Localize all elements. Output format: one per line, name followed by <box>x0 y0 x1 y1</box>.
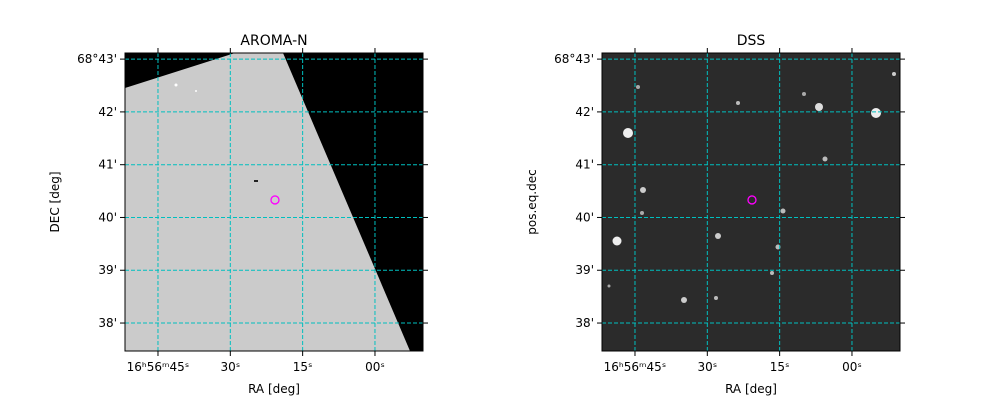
y-tick-label: 42' <box>575 105 594 119</box>
y-tick-label: 68°43' <box>77 52 117 66</box>
star <box>815 103 823 111</box>
image-blank <box>125 53 235 88</box>
image-blank <box>283 53 423 351</box>
aroma-image <box>125 53 423 351</box>
x-tick-label: 00ˢ <box>842 360 862 374</box>
y-axis-label: DEC [deg] <box>48 172 62 233</box>
y-tick-label: 40' <box>98 210 117 224</box>
y-axis-label: pos.eq.dec <box>525 169 539 234</box>
star <box>892 72 896 76</box>
star <box>714 296 718 300</box>
x-tick-label: 15ˢ <box>293 360 313 374</box>
star <box>871 108 881 118</box>
star <box>780 208 786 214</box>
x-axis-label: RA [deg] <box>725 382 777 396</box>
x-tick-label: 30ˢ <box>220 360 240 374</box>
y-tick-label: 41' <box>575 158 594 172</box>
x-tick-label: 16ʰ56ᵐ45ˢ <box>604 360 667 374</box>
y-tick-label: 39' <box>575 263 594 277</box>
x-tick-label: 00ˢ <box>365 360 385 374</box>
image-field <box>602 53 900 351</box>
star <box>612 236 622 246</box>
star <box>770 271 774 275</box>
star <box>715 233 721 239</box>
speck <box>174 83 178 87</box>
y-tick-label: 38' <box>575 316 594 330</box>
target-marker <box>270 195 280 205</box>
x-tick-label: 15ˢ <box>770 360 790 374</box>
x-tick-label: 30ˢ <box>697 360 717 374</box>
axes-frame <box>601 52 901 352</box>
x-tick-label: 16ʰ56ᵐ45ˢ <box>127 360 190 374</box>
star <box>822 156 828 162</box>
star <box>640 211 644 215</box>
star <box>640 187 646 193</box>
chart-title: AROMA-N <box>240 33 307 49</box>
target-marker <box>747 195 757 205</box>
star <box>623 128 633 138</box>
speck <box>254 180 258 182</box>
y-tick-label: 41' <box>98 158 117 172</box>
speck <box>195 90 197 92</box>
y-tick-label: 68°43' <box>554 52 594 66</box>
dss-image <box>602 53 900 351</box>
star <box>681 297 687 303</box>
star <box>802 92 806 96</box>
y-tick-label: 40' <box>575 210 594 224</box>
axes-frame <box>124 52 424 352</box>
star <box>636 85 640 89</box>
y-tick-label: 39' <box>98 263 117 277</box>
y-tick-label: 38' <box>98 316 117 330</box>
star <box>607 284 611 288</box>
y-tick-label: 42' <box>98 105 117 119</box>
star <box>736 101 740 105</box>
chart-title: DSS <box>737 33 766 49</box>
x-axis-label: RA [deg] <box>248 382 300 396</box>
